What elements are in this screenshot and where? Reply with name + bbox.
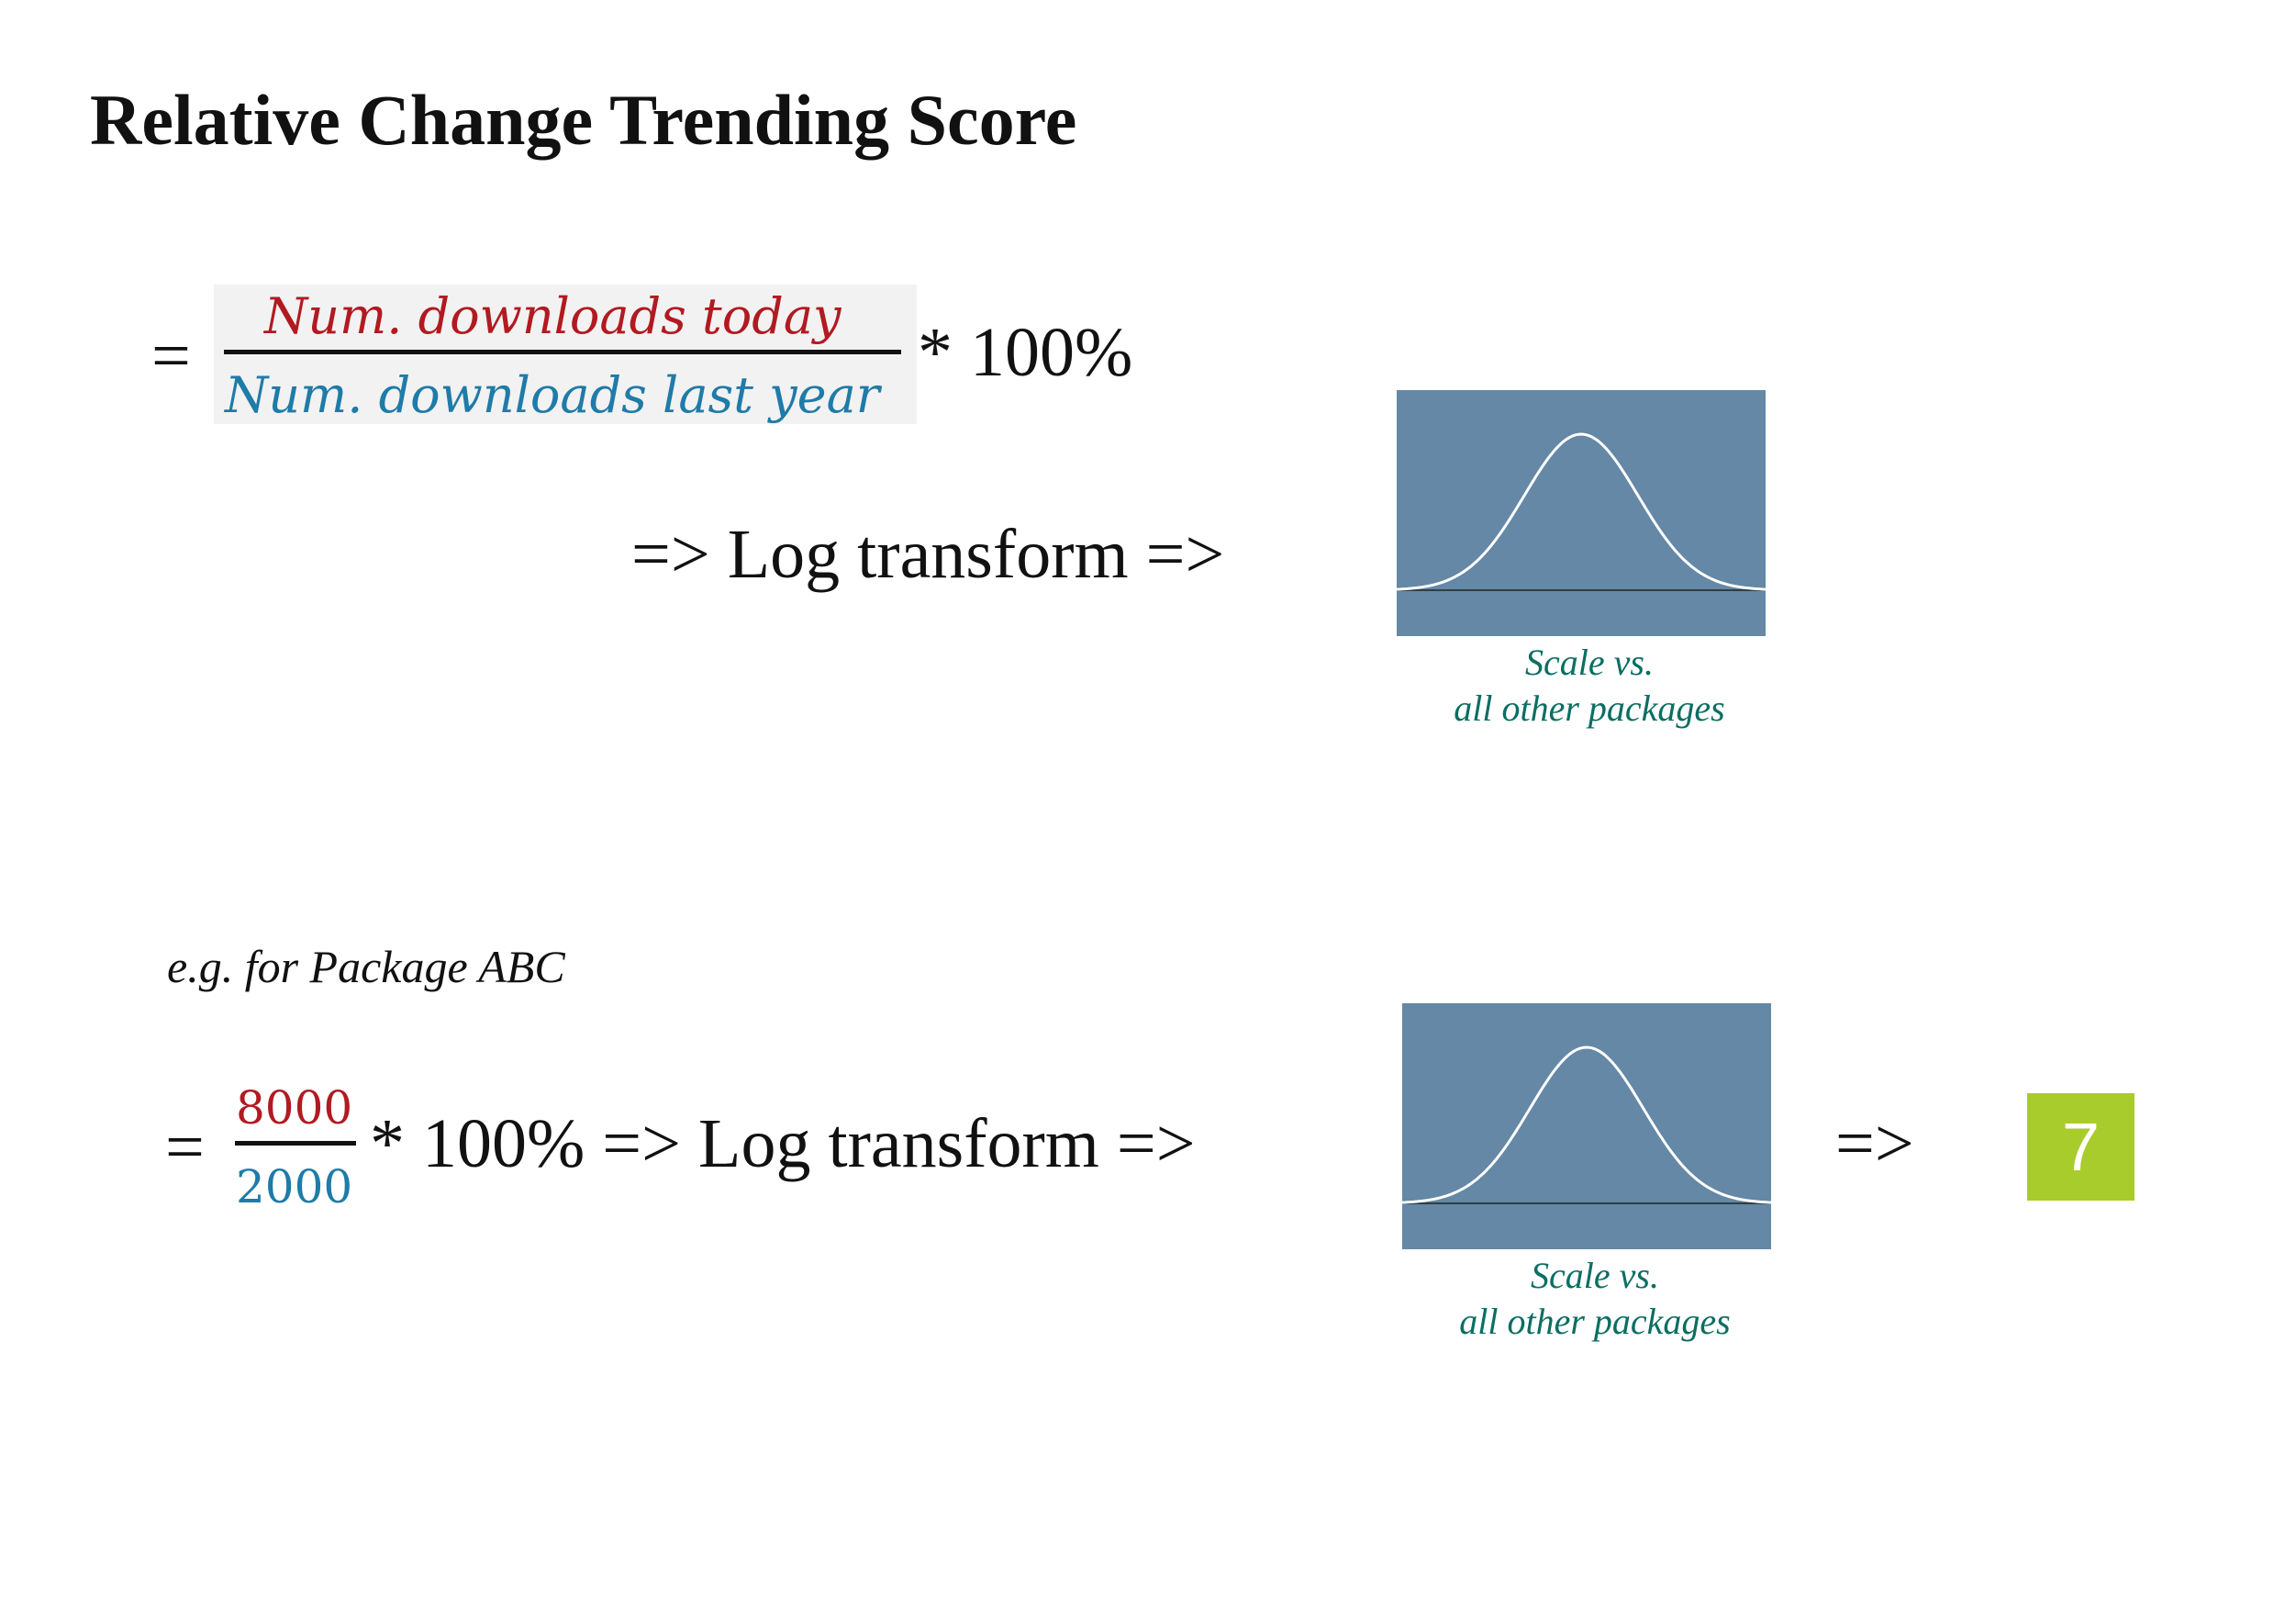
caption-line-2: all other packages (1454, 688, 1725, 729)
caption-line-2: all other packages (1459, 1301, 1731, 1342)
formula-numerator: Num. downloads today (264, 287, 841, 345)
formula-equals: = (151, 318, 191, 395)
example-numerator: 8000 (236, 1081, 353, 1135)
result-score-badge: 7 (2027, 1093, 2134, 1201)
caption-line-1: Scale vs. (1525, 642, 1654, 683)
formula-multiplier: * 100% (918, 314, 1133, 391)
distribution-caption: Scale vs. all other packages (1397, 640, 1782, 732)
final-arrow: => (1835, 1105, 1914, 1182)
distribution-caption: Scale vs. all other packages (1402, 1253, 1788, 1345)
example-label: e.g. for Package ABC (167, 941, 565, 992)
formula-log-step: => Log transform => (631, 516, 1225, 593)
bell-curve-icon (1397, 390, 1766, 636)
caption-line-1: Scale vs. (1531, 1255, 1659, 1296)
example-denominator: 2000 (236, 1160, 353, 1213)
bell-curve-icon (1402, 1003, 1771, 1249)
fraction-highlight (214, 285, 917, 424)
formula-denominator: Num. downloads last year (225, 366, 880, 424)
example-fraction-bar (235, 1141, 356, 1146)
result-score-value: 7 (2061, 1109, 2101, 1185)
example-multiplier-log-step: * 100% => Log transform => (370, 1105, 1196, 1182)
example-equals: = (165, 1109, 205, 1186)
formula-fraction-bar (224, 350, 901, 354)
page-title: Relative Change Trending Score (90, 80, 1077, 160)
